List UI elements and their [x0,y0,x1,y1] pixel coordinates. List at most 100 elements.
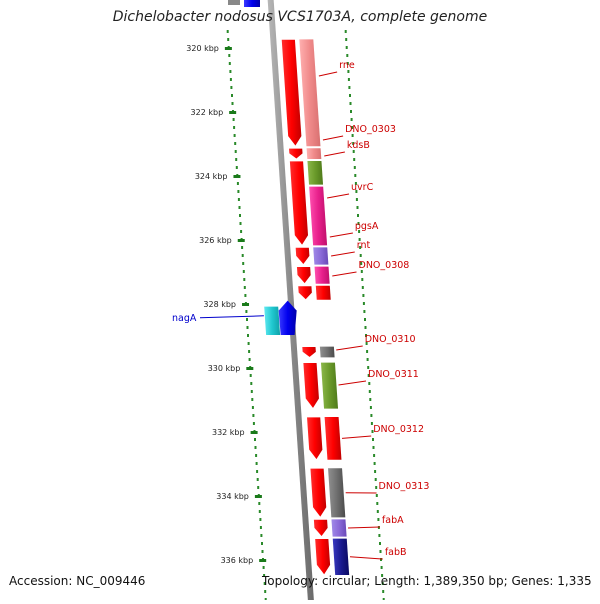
rail-dot [349,94,351,97]
rail-dot [260,526,262,529]
rail-dot [242,254,244,257]
rail-dot [229,62,231,65]
gene-leader-line [330,233,353,237]
rail-dot [230,78,232,81]
gene-label-uvrC[interactable]: uvrC [351,182,374,193]
gene-leader-line [319,72,337,76]
rail-dot [354,174,356,177]
gene-label-DNO_0310[interactable]: DNO_0310 [365,334,416,345]
rail-dot [360,254,362,257]
gene-label-DNO_0313[interactable]: DNO_0313 [379,481,430,492]
axis-tick [246,367,253,370]
rail-dot [379,542,381,545]
rail-dot [247,326,249,329]
gene-label-rne[interactable]: rne [339,60,355,71]
rail-dot [255,446,257,449]
axis-tick-label: 328 kbp [203,300,236,309]
accession-text: Accession: NC_009446 [9,574,145,588]
rail-dot [369,390,371,393]
axis-tick-label: 336 kbp [221,556,254,565]
rail-dot [381,566,383,569]
rail-dot [345,38,347,41]
rail-dot [346,54,348,57]
rail-dot [375,478,377,481]
rail-dot [364,318,366,321]
gene-label-nagA[interactable]: nagA [172,313,197,324]
rail-dot [239,214,241,217]
rail-dot [373,454,375,457]
rail-dot [232,102,234,105]
axis-tick [242,303,249,306]
gene-label-DNO_0303[interactable]: DNO_0303 [345,124,396,135]
rail-dot [252,414,254,417]
rail-dot [241,246,243,249]
rail-dot [259,518,261,521]
gene-leader-line [350,557,383,559]
rail-dot [345,30,347,33]
rail-dot [256,470,258,473]
gene-label-fabA[interactable]: fabA [382,515,404,526]
rail-dot [240,222,242,225]
axis-tick-label: 330 kbp [208,364,241,373]
rail-dot [235,150,237,153]
rail-dot [382,590,384,593]
rail-dot [354,166,356,169]
rail-dot [350,110,352,113]
rail-dot [238,198,240,201]
gene-label-kdsB[interactable]: kdsB [347,140,370,151]
gene-label-fabB[interactable]: fabB [385,547,407,558]
rail-dot [243,278,245,281]
rail-dot [350,102,352,105]
rail-dot [370,406,372,409]
cds-arrow [315,539,331,575]
gene-label-pgsA[interactable]: pgsA [355,221,379,232]
rail-dot [261,542,263,545]
rail-dot [242,262,244,265]
rail-dot [377,518,379,521]
axis-tick-label: 324 kbp [195,172,228,181]
gene-feature-kdsB [307,161,323,185]
gene-label-rnt[interactable]: rnt [357,240,371,251]
gene-label-DNO_0311[interactable]: DNO_0311 [368,369,419,380]
rail-dot [251,390,253,393]
rail-dot [357,206,359,209]
rail-dot [357,214,359,217]
rail-dot [255,454,257,457]
map-title: Dichelobacter nodosus VCS1703A, complete… [0,9,600,25]
cds-arrow [289,161,308,245]
axis-tick [259,559,266,562]
rail-dot [248,350,250,353]
axis-tick-label: 320 kbp [186,44,219,53]
cds-arrow [298,286,312,300]
rail-dot [236,166,238,169]
cds-arrow [289,148,303,159]
gene-label-DNO_0312[interactable]: DNO_0312 [373,424,424,435]
gene-leader-line [200,316,264,318]
rail-dot [227,30,229,33]
gene-leader-line [338,381,366,385]
rail-dot [240,230,242,233]
rail-dot [252,406,254,409]
rail-dot [235,158,237,161]
rail-dot [257,486,259,489]
gene-label-DNO_0308[interactable]: DNO_0308 [359,260,410,271]
rail-dot [253,422,255,425]
rail-dot [351,118,353,121]
rail-dot [348,86,350,89]
rail-dot [264,590,266,593]
rail-dot [362,294,364,297]
rail-dot [260,534,262,537]
axis-tick [238,239,245,242]
rail-dot [250,374,252,377]
gene-feature-fabB [333,539,349,575]
axis-tick [225,47,232,50]
rail-dot [367,358,369,361]
gene-feature-fabA [331,519,346,536]
rail-dot [256,462,258,465]
rail-dot [239,206,241,209]
feature-partial [244,0,260,7]
cds-arrow [297,267,312,284]
gene-leader-line [331,252,355,256]
